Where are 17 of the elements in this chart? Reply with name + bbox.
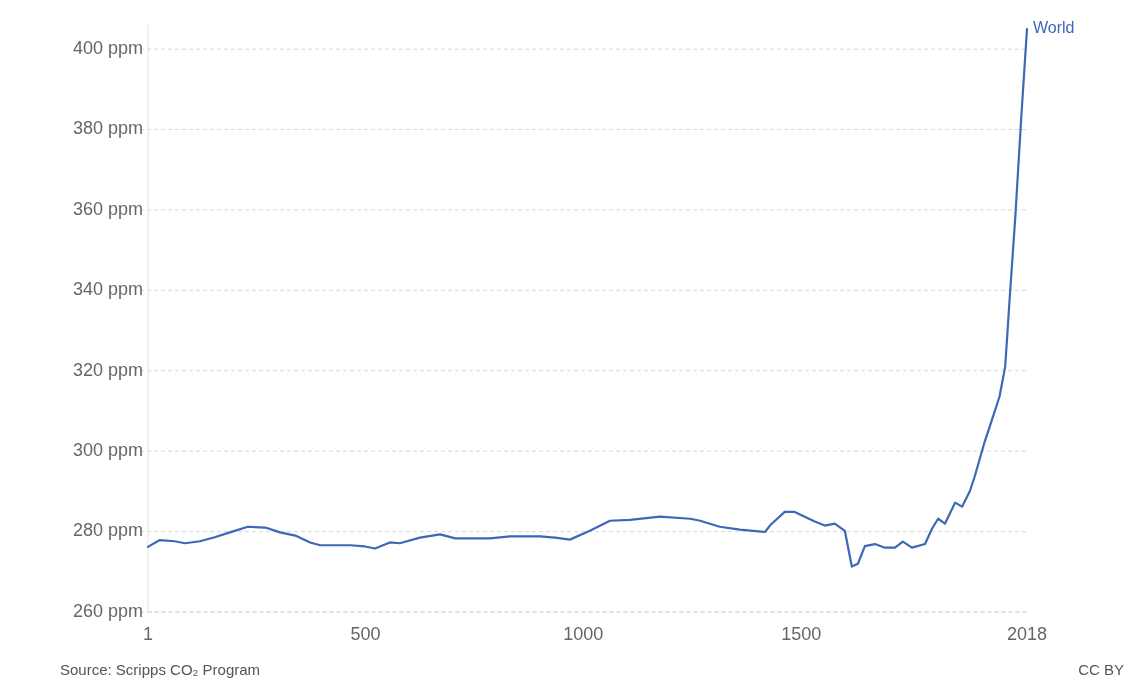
y-tick-label: 260 ppm — [72, 600, 143, 621]
y-tick-label: 280 ppm — [72, 520, 143, 541]
x-tick-label: 1500 — [781, 624, 822, 644]
source-note: Source: Scripps CO₂ Program — [60, 661, 261, 678]
series-label: World — [1033, 19, 1075, 37]
y-tick-label: 380 ppm — [72, 118, 143, 139]
text: CC BY — [1078, 661, 1124, 678]
line-series — [146, 27, 1029, 568]
y-tick-label: 400 ppm — [72, 37, 143, 58]
x-tick-label: 2018 — [1006, 624, 1048, 644]
y-tick-label: 320 ppm — [72, 359, 143, 380]
y-tick-label: 360 ppm — [72, 198, 143, 219]
x-tick-label: 500 — [350, 624, 381, 644]
x-tick-label: 1 — [142, 624, 154, 644]
x-tick-label: 1000 — [563, 624, 604, 644]
y-tick-label: 340 ppm — [72, 279, 143, 300]
y-tick-label: 300 ppm — [72, 439, 143, 460]
